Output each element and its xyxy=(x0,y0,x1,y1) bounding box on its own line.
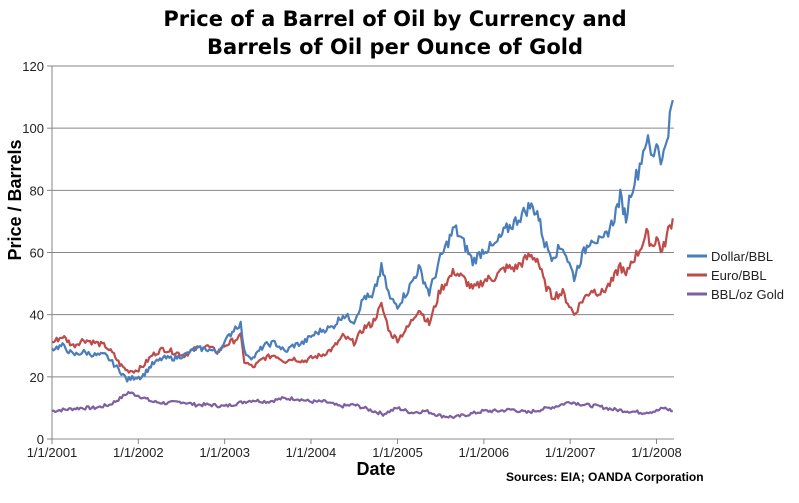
x-tick-label: 1/1/2001 xyxy=(27,445,78,460)
y-tick-label: 60 xyxy=(30,246,44,261)
y-tick-label: 80 xyxy=(30,183,44,198)
legend-label: BBL/oz Gold xyxy=(711,287,784,302)
x-tick-label: 1/1/2003 xyxy=(199,445,250,460)
x-tick-label: 1/1/2004 xyxy=(286,445,337,460)
x-axis-title: Date xyxy=(356,459,395,479)
chart-title-line-2: Barrels of Oil per Ounce of Gold xyxy=(207,35,583,59)
series-line xyxy=(51,218,674,374)
legend-label: Euro/BBL xyxy=(711,268,767,283)
series-line xyxy=(51,99,674,383)
y-tick-label: 40 xyxy=(30,308,44,323)
x-tick-label: 1/1/2008 xyxy=(631,445,682,460)
source-note: Sources: EIA; OANDA Corporation xyxy=(506,470,704,484)
chart-title: Price of a Barrel of Oil by Currency and… xyxy=(163,7,626,59)
x-axis-ticks: 1/1/2001 1/1/2002 1/1/2003 1/1/2004 1/1/2005… xyxy=(27,439,682,460)
legend-label: Dollar/BBL xyxy=(711,249,773,264)
y-tick-label: 20 xyxy=(30,370,44,385)
series-line xyxy=(51,390,674,420)
series-lines xyxy=(51,99,674,420)
y-axis-ticks: 0 20 40 60 80 100 120 xyxy=(22,59,52,447)
x-tick-label: 1/1/2005 xyxy=(372,445,423,460)
y-tick-label: 0 xyxy=(37,432,44,447)
gridlines xyxy=(52,65,674,440)
x-tick-label: 1/1/2002 xyxy=(113,445,164,460)
y-tick-label: 100 xyxy=(22,121,44,136)
x-tick-label: 1/1/2007 xyxy=(545,445,596,460)
chart-title-line-1: Price of a Barrel of Oil by Currency and xyxy=(163,7,626,31)
x-tick-label: 1/1/2006 xyxy=(459,445,510,460)
y-axis-title: Price / Barrels xyxy=(5,139,25,260)
legend: Dollar/BBL Euro/BBL BBL/oz Gold xyxy=(687,249,784,302)
y-tick-label: 120 xyxy=(22,59,44,74)
